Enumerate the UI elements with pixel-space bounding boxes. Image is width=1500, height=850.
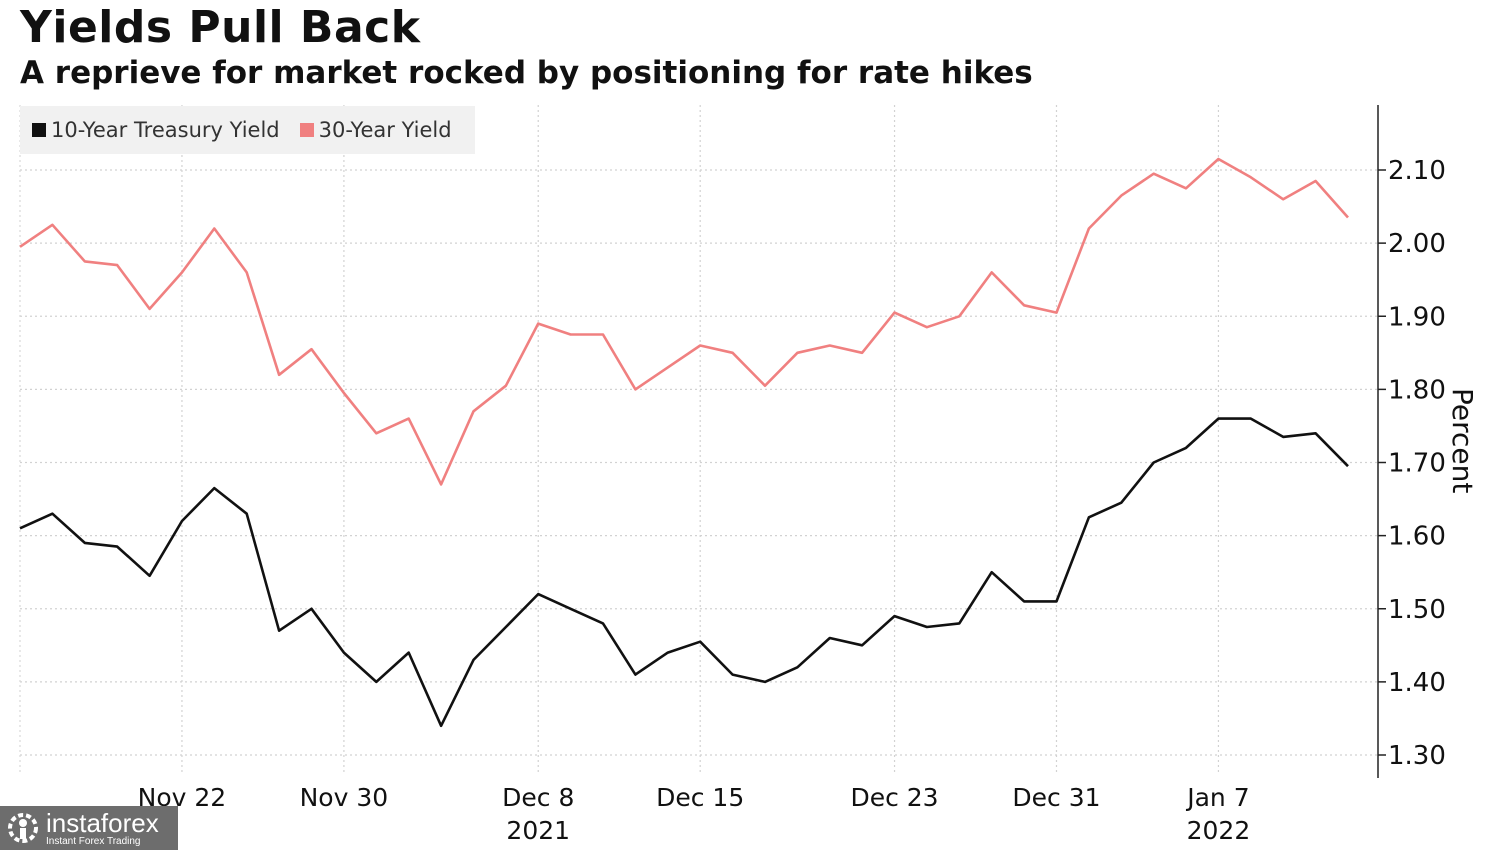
x-tick-label-6: Jan 7 bbox=[1185, 783, 1249, 812]
y-tick-label-6: 1.90 bbox=[1388, 302, 1446, 332]
y-tick-label-4: 1.70 bbox=[1388, 449, 1446, 479]
x-tick-label-3: Dec 15 bbox=[656, 783, 744, 812]
x-tick-label-5: Dec 31 bbox=[1012, 783, 1100, 812]
x-tick-label-4: Dec 23 bbox=[850, 783, 938, 812]
y-tick-label-0: 1.30 bbox=[1388, 741, 1446, 771]
chart-legend: 10-Year Treasury Yield 30-Year Yield bbox=[20, 106, 475, 154]
x-tick-year-6: 2022 bbox=[1187, 816, 1251, 845]
y-tick-label-8: 2.10 bbox=[1388, 156, 1446, 186]
logo-tagline: Instant Forex Trading bbox=[46, 835, 141, 847]
y-tick-label-2: 1.50 bbox=[1388, 595, 1446, 625]
chart-subtitle: A reprieve for market rocked by position… bbox=[20, 55, 1033, 91]
series-lines bbox=[19, 157, 1349, 728]
y-tick-label-7: 2.00 bbox=[1388, 229, 1446, 259]
chart-title: Yields Pull Back bbox=[20, 2, 421, 53]
y-axis-label: Percent bbox=[1446, 388, 1479, 493]
y-tick-label-1: 1.40 bbox=[1388, 668, 1446, 698]
y-axis: 1.30 1.40 1.50 1.60 1.70 1.80 1.90 2.00 2.10 bbox=[1377, 105, 1446, 778]
gear-person-icon bbox=[8, 813, 38, 843]
y-tick-label-5: 1.80 bbox=[1388, 375, 1446, 405]
x-tick-label-2: Dec 8 bbox=[502, 783, 574, 812]
grid-lines bbox=[19, 105, 1378, 775]
legend-label-30y: 30-Year Yield bbox=[318, 118, 452, 142]
legend-swatch-30y bbox=[299, 123, 314, 137]
y-tick-label-3: 1.60 bbox=[1388, 522, 1446, 552]
x-tick-year-2: 2021 bbox=[506, 816, 570, 845]
instaforex-logo: instaforex Instant Forex Trading bbox=[0, 806, 178, 850]
legend-item-30y: 30-Year Yield bbox=[299, 118, 452, 142]
x-tick-label-1: Nov 30 bbox=[300, 783, 389, 812]
series-line-1 bbox=[19, 157, 1349, 486]
logo-name: instaforex bbox=[46, 807, 159, 838]
legend-label-10y: 10-Year Treasury Yield bbox=[51, 118, 280, 142]
legend-swatch-10y bbox=[32, 123, 46, 137]
legend-item-10y: 10-Year Treasury Yield bbox=[32, 118, 280, 142]
series-line-0 bbox=[19, 417, 1349, 728]
